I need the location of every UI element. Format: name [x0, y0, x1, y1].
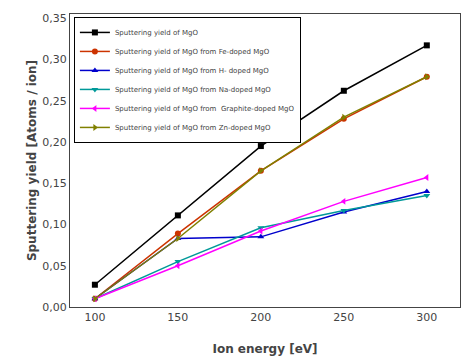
svg-text:250: 250 — [333, 311, 354, 324]
svg-text:0,05: 0,05 — [42, 260, 67, 273]
svg-text:150: 150 — [167, 311, 188, 324]
svg-text:300: 300 — [416, 311, 437, 324]
svg-text:0,10: 0,10 — [42, 218, 67, 231]
svg-text:Sputtering yield of MgO from Z: Sputtering yield of MgO from Zn-doped Mg… — [115, 124, 271, 132]
svg-text:0,35: 0,35 — [42, 12, 67, 25]
svg-text:Sputtering yield of MgO from N: Sputtering yield of MgO from Na-doped Mg… — [115, 86, 271, 94]
svg-text:0,00: 0,00 — [42, 301, 67, 314]
svg-text:Ion energy [eV]: Ion energy [eV] — [212, 342, 317, 356]
svg-text:200: 200 — [250, 311, 271, 324]
svg-text:Sputtering yield of MgO from F: Sputtering yield of MgO from Fe-doped Mg… — [115, 48, 270, 56]
svg-text:Sputtering yield of MgO from: Sputtering yield of MgO from Graphite-do… — [115, 105, 295, 113]
svg-text:0,20: 0,20 — [42, 136, 67, 149]
svg-text:Sputtering yield [Atoms / ion]: Sputtering yield [Atoms / ion] — [25, 60, 39, 261]
svg-text:Sputtering yield of MgO from H: Sputtering yield of MgO from H- doped Mg… — [115, 67, 269, 75]
svg-text:0,30: 0,30 — [42, 53, 67, 66]
svg-text:Sputtering yield of MgO: Sputtering yield of MgO — [115, 29, 199, 37]
svg-text:0,15: 0,15 — [42, 177, 67, 190]
svg-text:0,25: 0,25 — [42, 95, 67, 108]
svg-text:100: 100 — [84, 311, 105, 324]
